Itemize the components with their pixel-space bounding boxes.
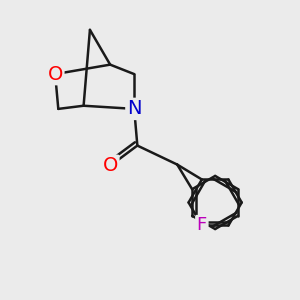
- Text: F: F: [197, 217, 207, 235]
- Text: N: N: [127, 99, 141, 119]
- Text: O: O: [47, 64, 63, 84]
- Text: O: O: [103, 156, 118, 175]
